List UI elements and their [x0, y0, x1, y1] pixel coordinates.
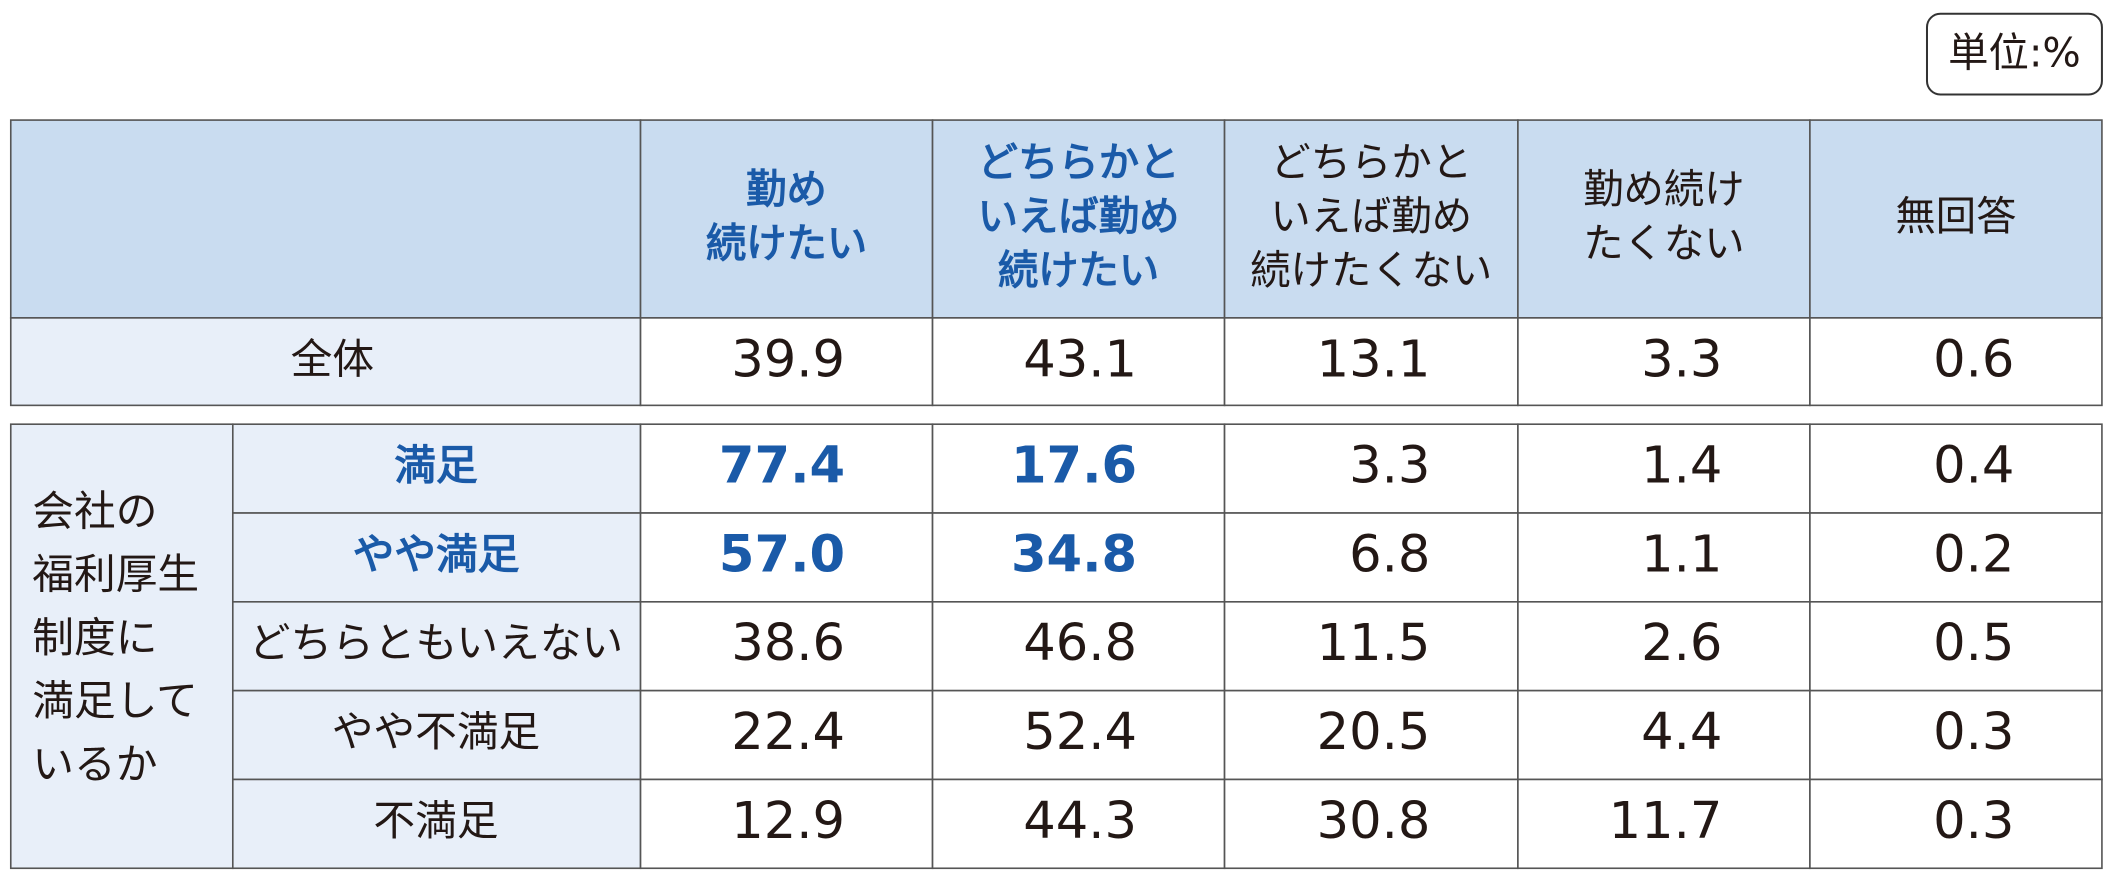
cell-value: 4.4	[1641, 703, 1722, 762]
cell-value: 77.4	[719, 437, 845, 496]
cell-value: 12.9	[731, 792, 845, 851]
row-label: やや不満足	[332, 707, 541, 756]
cell	[1809, 689, 2103, 781]
cell-value: 13.1	[1317, 330, 1431, 389]
column-header: 続けたい	[998, 247, 1159, 294]
cell	[1223, 423, 1519, 514]
cell-value: 43.1	[1023, 330, 1137, 389]
cell	[1809, 778, 2103, 870]
cell-value: 1.4	[1641, 437, 1722, 496]
cell	[1809, 512, 2103, 603]
cell	[9, 317, 642, 407]
row-label: 不満足	[373, 796, 498, 845]
group-label: 会社の	[32, 486, 157, 535]
cell	[1223, 119, 1519, 319]
column-header: どちらかと	[978, 139, 1180, 186]
cell-value: 0.5	[1933, 614, 2014, 673]
cell	[1517, 689, 1811, 781]
cell	[231, 689, 642, 781]
column-header: どちらかと	[1270, 139, 1472, 186]
column-header: 無回答	[1895, 193, 2016, 240]
cell-value: 20.5	[1317, 703, 1431, 762]
cell	[9, 119, 642, 319]
cell-value: 34.8	[1011, 525, 1137, 584]
cell	[931, 119, 1226, 319]
column-header: 続けたい	[706, 220, 867, 267]
cell-value: 1.1	[1641, 525, 1722, 584]
cell-value: 30.8	[1317, 792, 1431, 851]
cell-value: 39.9	[731, 330, 845, 389]
cell-value: 17.6	[1011, 437, 1137, 496]
cell-value: 11.7	[1609, 792, 1723, 851]
cell	[931, 317, 1226, 407]
cell	[9, 423, 234, 870]
column-header: 勤め	[746, 166, 827, 213]
group-label: 福利厚生	[32, 550, 199, 599]
cell-value: 0.3	[1933, 703, 2014, 762]
column-header: いえば勤め	[1270, 193, 1472, 240]
cell	[1517, 512, 1811, 603]
cell	[1517, 317, 1811, 407]
group-label: いるか	[32, 739, 157, 788]
cell	[1223, 512, 1519, 603]
cell-value: 0.6	[1933, 330, 2014, 389]
column-header: たくない	[1583, 220, 1744, 267]
row-label: どちらともいえない	[249, 618, 624, 667]
cell	[231, 512, 642, 603]
cell	[1809, 601, 2103, 692]
cell	[1517, 601, 1811, 692]
row-label: 満足	[394, 441, 478, 490]
cell-value: 0.2	[1933, 525, 2014, 584]
cell-value: 52.4	[1023, 703, 1137, 762]
cell	[639, 423, 934, 514]
cell	[931, 778, 1226, 870]
cell-value: 3.3	[1641, 330, 1722, 389]
row-label: 全体	[291, 334, 374, 383]
cell-value: 3.3	[1349, 437, 1430, 496]
cell	[639, 601, 934, 692]
column-header: いえば勤め	[978, 193, 1180, 240]
cell	[639, 119, 934, 319]
cell-value: 57.0	[719, 525, 845, 584]
cell-value: 22.4	[731, 703, 845, 762]
cell-value: 6.8	[1349, 525, 1430, 584]
cell	[931, 512, 1226, 603]
group-label: 満足して	[32, 676, 198, 725]
cell	[231, 601, 642, 692]
cell-value: 46.8	[1023, 614, 1137, 673]
cell	[639, 317, 934, 407]
cell-value: 38.6	[731, 614, 845, 673]
cell	[231, 778, 642, 870]
cell	[231, 423, 642, 514]
cell-value: 0.3	[1933, 792, 2014, 851]
row-label: やや満足	[353, 529, 520, 578]
cell	[1517, 119, 1811, 319]
group-label: 制度に	[32, 613, 157, 662]
cell-value: 0.4	[1933, 437, 2014, 496]
cell	[639, 778, 934, 870]
unit-label: 単位:%	[1948, 29, 2081, 76]
cell	[1809, 423, 2103, 514]
column-header: 勤め続け	[1583, 166, 1744, 213]
cell-value: 11.5	[1317, 614, 1431, 673]
cell	[1517, 778, 1811, 870]
cell	[1809, 317, 2103, 407]
cell-value: 44.3	[1023, 792, 1137, 851]
cell	[1517, 423, 1811, 514]
cell	[1223, 317, 1519, 407]
unit-box	[1925, 12, 2103, 96]
cell-value: 2.6	[1641, 614, 1722, 673]
column-header: 続けたくない	[1250, 247, 1492, 294]
cell	[639, 512, 934, 603]
cell	[931, 423, 1226, 514]
